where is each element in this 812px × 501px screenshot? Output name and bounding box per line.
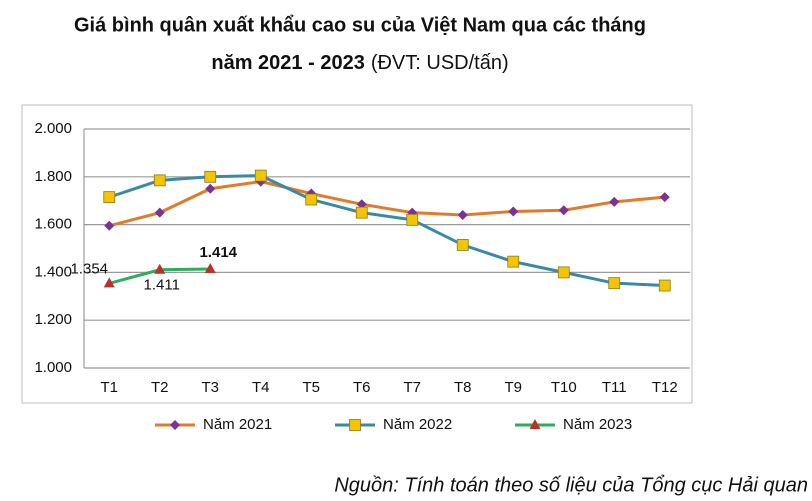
x-tick-label: T12 [652, 379, 678, 396]
y-tick-label: 1.600 [34, 216, 72, 233]
x-tick-label: T5 [302, 379, 320, 396]
marker [658, 279, 671, 292]
x-tick-label: T4 [252, 379, 270, 396]
legend-label: Năm 2021 [203, 416, 272, 433]
y-tick-label: 1.800 [34, 168, 72, 185]
chart-frame [21, 104, 693, 404]
x-tick-label: T6 [353, 379, 371, 396]
x-tick-label: T9 [504, 379, 522, 396]
marker [557, 266, 570, 279]
x-tick-label: T1 [100, 379, 118, 396]
data-label: 1.354 [70, 260, 108, 277]
y-tick-label: 2.000 [34, 120, 72, 137]
source: Nguồn: Tính toán theo số liệu của Tổng c… [334, 474, 808, 496]
x-tick-label: T2 [151, 379, 169, 396]
marker [349, 419, 361, 431]
marker [104, 220, 115, 231]
chart-title-line-2: năm 2021 - 2023 (ĐVT: USD/tấn) [211, 52, 508, 74]
marker [170, 420, 180, 430]
marker [154, 263, 166, 274]
marker [608, 277, 621, 290]
marker [103, 191, 116, 204]
x-tick-label: T3 [201, 379, 219, 396]
marker [529, 419, 541, 429]
marker [659, 192, 670, 203]
marker [558, 205, 569, 216]
marker [609, 196, 620, 207]
marker [406, 213, 419, 226]
marker [103, 277, 115, 288]
marker [456, 239, 469, 251]
y-tick-label: 1.400 [34, 263, 72, 280]
x-tick-label: T10 [551, 379, 577, 396]
chart-title: Giá bình quân xuất khẩu cao su của Việt … [74, 14, 646, 36]
legend-label: Năm 2022 [383, 416, 452, 433]
marker [153, 174, 166, 187]
marker [457, 210, 468, 221]
data-label: 1.411 [144, 277, 180, 294]
line [108, 174, 665, 288]
y-tick-label: 1.000 [34, 359, 72, 376]
y-tick-label: 1.200 [34, 311, 72, 328]
chart-title: năm 2021 - 2023 [211, 52, 364, 74]
legend-label: Năm 2023 [563, 416, 632, 433]
x-tick-label: T7 [403, 379, 421, 396]
data-label: 1.414 [199, 244, 237, 261]
marker [507, 255, 520, 268]
x-tick-label: T11 [602, 379, 627, 396]
marker [204, 170, 217, 183]
marker [305, 193, 318, 206]
marker [254, 169, 267, 182]
marker [355, 206, 368, 219]
marker [205, 183, 216, 194]
x-tick-label: T8 [454, 379, 472, 396]
marker [154, 207, 165, 218]
marker [508, 206, 519, 217]
chart-subtitle: (ĐVT: USD/tấn) [371, 52, 509, 74]
line [108, 180, 665, 228]
marker [204, 263, 216, 274]
